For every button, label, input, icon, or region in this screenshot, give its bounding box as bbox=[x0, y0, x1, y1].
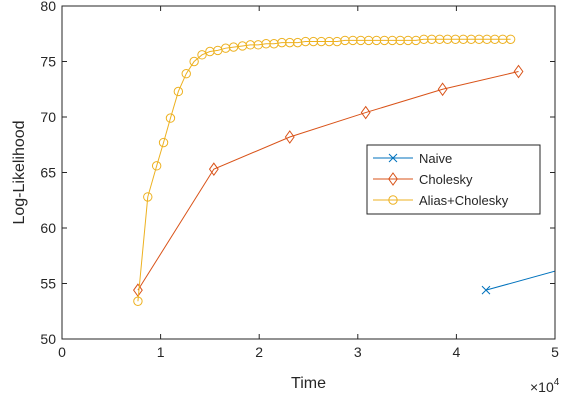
data-point-alias-cholesky bbox=[482, 34, 492, 44]
data-point-alias-cholesky bbox=[285, 37, 295, 48]
data-point-alias-cholesky bbox=[165, 113, 176, 123]
data-point-alias-cholesky bbox=[197, 50, 207, 60]
data-point-alias-cholesky bbox=[133, 296, 143, 306]
data-point-alias-cholesky bbox=[379, 35, 390, 46]
x-tick-label: 1 bbox=[157, 344, 165, 360]
y-tick-label: 55 bbox=[40, 276, 56, 292]
series-naive bbox=[481, 270, 555, 295]
legend-marker bbox=[388, 153, 398, 163]
y-tick-label: 60 bbox=[40, 220, 56, 236]
data-point-alias-cholesky bbox=[300, 36, 311, 47]
data-point-alias-cholesky bbox=[442, 34, 453, 44]
data-point-alias-cholesky bbox=[498, 34, 508, 44]
legend-label: Naive bbox=[419, 151, 452, 166]
data-point-alias-cholesky bbox=[387, 35, 398, 46]
data-point-cholesky bbox=[284, 130, 295, 144]
x-axis-label: Time bbox=[291, 375, 326, 392]
x-tick-label: 0 bbox=[58, 344, 66, 360]
data-point-cholesky bbox=[437, 82, 448, 97]
data-point-alias-cholesky bbox=[228, 42, 239, 52]
data-point-alias-cholesky bbox=[466, 34, 476, 44]
data-point-alias-cholesky bbox=[505, 34, 516, 44]
data-point-alias-cholesky bbox=[458, 34, 469, 44]
data-point-alias-cholesky bbox=[419, 34, 429, 44]
x-tick-label: 5 bbox=[551, 344, 559, 360]
data-point-cholesky bbox=[513, 64, 524, 79]
data-point-alias-cholesky bbox=[189, 56, 199, 67]
data-point-alias-cholesky bbox=[403, 35, 413, 46]
data-point-alias-cholesky bbox=[158, 137, 169, 148]
data-point-alias-cholesky bbox=[181, 69, 191, 79]
data-point-alias-cholesky bbox=[340, 35, 350, 46]
data-point-alias-cholesky bbox=[277, 37, 287, 48]
x-tick-label: 4 bbox=[453, 344, 461, 360]
series-line-naive bbox=[485, 270, 555, 291]
x-tick-label: 3 bbox=[354, 344, 362, 360]
series-cholesky bbox=[133, 64, 524, 298]
y-tick-label: 65 bbox=[40, 165, 56, 181]
data-point-alias-cholesky bbox=[261, 39, 271, 49]
data-point-alias-cholesky bbox=[363, 35, 374, 46]
data-point-naive bbox=[481, 285, 491, 295]
data-point-alias-cholesky bbox=[474, 34, 484, 44]
data-point-cholesky bbox=[208, 162, 219, 177]
data-point-alias-cholesky bbox=[371, 35, 382, 46]
y-tick-label: 75 bbox=[40, 54, 56, 70]
legend-label: Cholesky bbox=[419, 172, 473, 187]
legend-marker bbox=[388, 172, 398, 186]
y-axis-label: Log-Likelihood bbox=[11, 120, 28, 224]
data-point-alias-cholesky bbox=[427, 34, 437, 44]
y-tick-label: 50 bbox=[40, 331, 56, 347]
x-tick-label: 2 bbox=[255, 344, 263, 360]
series-alias-cholesky bbox=[133, 34, 516, 306]
data-point-alias-cholesky bbox=[348, 35, 358, 46]
legend-marker bbox=[388, 195, 398, 205]
data-point-alias-cholesky bbox=[395, 35, 405, 46]
legend-label: Alias+Cholesky bbox=[419, 193, 509, 208]
data-point-alias-cholesky bbox=[173, 86, 184, 97]
data-point-alias-cholesky bbox=[434, 34, 445, 44]
y-tick-label: 80 bbox=[40, 0, 56, 14]
legend-item-naive: Naive bbox=[373, 151, 452, 166]
y-tick-label: 70 bbox=[40, 109, 56, 125]
data-point-alias-cholesky bbox=[356, 35, 366, 46]
data-point-alias-cholesky bbox=[490, 34, 500, 44]
legend: Naive Cholesky Alias+Cholesky bbox=[366, 144, 541, 215]
series-layer bbox=[133, 34, 555, 306]
data-point-cholesky bbox=[360, 105, 371, 120]
data-point-alias-cholesky bbox=[450, 34, 461, 44]
data-point-alias-cholesky bbox=[324, 36, 334, 47]
legend-item-alias-cholesky: Alias+Cholesky bbox=[373, 193, 509, 208]
series-line-cholesky bbox=[137, 71, 519, 291]
data-point-alias-cholesky bbox=[143, 192, 153, 202]
data-point-alias-cholesky bbox=[245, 40, 256, 50]
data-point-alias-cholesky bbox=[151, 161, 162, 171]
x-multiplier-label: ×104 bbox=[530, 377, 560, 395]
data-point-alias-cholesky bbox=[316, 36, 327, 47]
legend-item-cholesky: Cholesky bbox=[373, 172, 473, 187]
data-point-alias-cholesky bbox=[308, 36, 319, 47]
